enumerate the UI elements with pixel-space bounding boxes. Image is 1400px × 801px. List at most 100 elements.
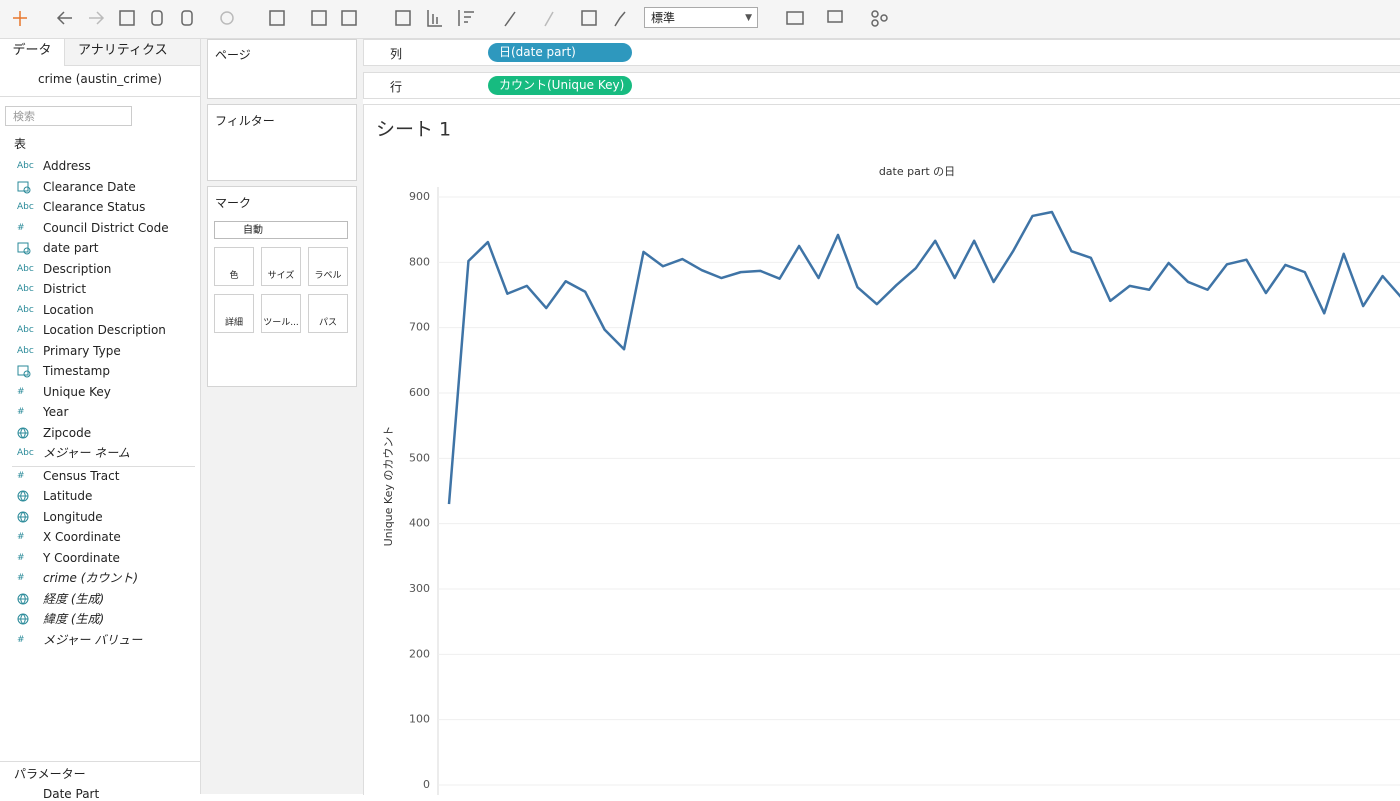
field-icon <box>17 242 31 255</box>
field[interactable]: # メジャー バリュー <box>0 630 200 650</box>
field-name: Census Tract <box>43 468 120 483</box>
mark-button-label: サイズ <box>267 271 295 281</box>
parameter[interactable]: Date Part <box>43 787 100 801</box>
field[interactable]: Abc Clearance Status <box>0 197 200 217</box>
field[interactable]: # X Coordinate <box>0 527 200 547</box>
field-icon: Abc <box>17 202 34 212</box>
field-name: 緯度 (生成) <box>43 612 105 627</box>
view-mode: 標準 <box>651 11 676 25</box>
columns-shelf: 列 日(date part) <box>363 39 1400 66</box>
field-icon: Abc <box>17 304 34 315</box>
sheet-title: シート 1 <box>376 119 451 141</box>
field[interactable]: 経度 (生成) <box>0 589 200 609</box>
mark-button-label: パス <box>318 318 337 328</box>
field[interactable]: # crime (カウント) <box>0 568 200 588</box>
rows-shelf: 行 カウント(Unique Key) <box>363 72 1400 99</box>
field-name: X Coordinate <box>43 530 121 545</box>
shelf-label: 列 <box>390 47 403 61</box>
clock <box>23 370 31 378</box>
toolbar: 標準 ▼ <box>0 0 1400 39</box>
pages-card: ページ <box>207 39 357 99</box>
mark-button[interactable]: ツール... <box>261 294 301 333</box>
mark-button[interactable]: 色 <box>214 247 254 286</box>
datasource[interactable]: crime (austin_crime) <box>38 72 162 86</box>
mark-type: 自動 <box>243 225 263 236</box>
field[interactable]: 緯度 (生成) <box>0 609 200 629</box>
parameters-title: パラメーター <box>14 767 86 781</box>
field[interactable]: date part <box>0 238 200 258</box>
field-name: crime (カウント) <box>43 571 139 586</box>
field-icon <box>17 593 29 605</box>
shelves: 列 日(date part) 行 カウント(Unique Key) <box>363 39 1400 99</box>
mark-button[interactable]: ラベル <box>308 247 348 286</box>
field[interactable]: # Unique Key <box>0 382 200 402</box>
field-icon: # <box>17 552 25 563</box>
field-name: Year <box>43 405 69 419</box>
analytics-tab[interactable]: アナリティクス <box>64 39 200 66</box>
field-name: Timestamp <box>43 364 110 378</box>
field-icon <box>17 427 29 438</box>
y-tick-label: 500 <box>409 451 430 464</box>
field-icon: Abc <box>17 284 34 294</box>
field[interactable]: Timestamp <box>0 361 200 381</box>
field-name: Location <box>43 302 94 317</box>
card-title: マーク <box>215 196 252 210</box>
field-name: Zipcode <box>43 425 92 440</box>
field[interactable]: Latitude <box>0 486 200 506</box>
y-tick-label: 600 <box>409 386 430 399</box>
y-tick-label: 900 <box>409 190 430 203</box>
data-tab[interactable]: データ <box>0 39 64 68</box>
calendar <box>17 181 29 191</box>
cards-area: ページ フィルター マーク 自動 色 サイズ ラベル詳細 ツール... パス <box>201 39 363 794</box>
field[interactable]: Abc Location <box>0 300 200 320</box>
data-pane: データ アナリティクス crime (austin_crime) 検索 表 Ab… <box>0 39 201 801</box>
field[interactable]: Clearance Date <box>0 177 200 197</box>
y-tick-label: 200 <box>409 647 430 660</box>
field-name: Clearance Status <box>43 200 146 214</box>
field-name: メジャー ネーム <box>43 446 130 460</box>
field-name: Primary Type <box>43 343 121 358</box>
y-tick-label: 700 <box>409 321 430 334</box>
field-icon: Abc <box>17 325 34 335</box>
field-icon <box>17 365 31 378</box>
field[interactable]: # Census Tract <box>0 466 200 486</box>
field[interactable]: Abc District <box>0 279 200 299</box>
field-icon: Abc <box>17 448 34 458</box>
field-icon: # <box>17 634 25 645</box>
y-tick-label: 400 <box>409 517 430 530</box>
field[interactable]: Abc メジャー ネーム <box>0 443 200 463</box>
divider <box>12 465 195 467</box>
field-list: Abc Address Clearance Date Abc Clearance Sta… <box>0 156 200 656</box>
field-name: Council District Code <box>43 220 169 235</box>
field-icon: Abc <box>17 161 34 171</box>
view-mode-select[interactable]: 標準 ▼ <box>644 7 758 28</box>
mark-button[interactable]: 詳細 <box>214 294 254 333</box>
field[interactable]: # Y Coordinate <box>0 548 200 568</box>
mark-type-select[interactable]: 自動 <box>214 221 348 239</box>
row-pill[interactable]: カウント(Unique Key) <box>488 76 632 95</box>
field[interactable]: Abc Location Description <box>0 320 200 340</box>
field[interactable]: Longitude <box>0 507 200 527</box>
field-name: Address <box>43 159 91 173</box>
field[interactable]: Abc Description <box>0 259 200 279</box>
field[interactable]: Abc Primary Type <box>0 341 200 361</box>
mark-button[interactable]: パス <box>308 294 348 333</box>
field-icon: # <box>17 470 25 481</box>
clock <box>23 247 31 255</box>
y-tick-label: 300 <box>409 582 430 595</box>
field[interactable]: Abc Address <box>0 156 200 176</box>
search-box[interactable]: 検索 <box>5 106 132 126</box>
field-name: Location Description <box>43 323 166 337</box>
field[interactable]: Zipcode <box>0 423 200 443</box>
y-tick-label: 0 <box>423 778 430 791</box>
filters-card: フィルター <box>207 104 357 181</box>
mark-button[interactable]: サイズ <box>261 247 301 286</box>
mark-button-label: ラベル <box>314 271 342 281</box>
field-icon <box>17 613 29 625</box>
column-pill[interactable]: 日(date part) <box>488 43 632 62</box>
data-line <box>447 210 1400 505</box>
field[interactable]: # Council District Code <box>0 218 200 238</box>
field[interactable]: # Year <box>0 402 200 422</box>
field-name: Longitude <box>43 509 103 524</box>
